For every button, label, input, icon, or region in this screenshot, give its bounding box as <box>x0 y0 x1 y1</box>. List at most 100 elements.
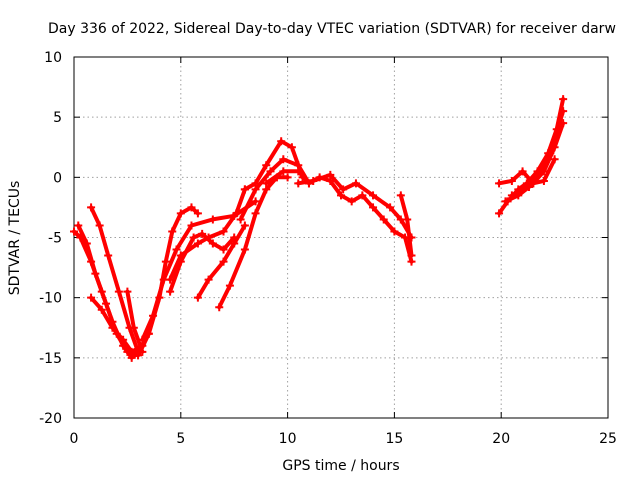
data-point-marker <box>91 269 100 278</box>
y-tick-label: 5 <box>53 110 62 126</box>
data-point-marker <box>176 257 185 266</box>
x-tick-label: 0 <box>70 431 79 447</box>
data-point-marker <box>187 221 196 230</box>
data-point-marker <box>251 185 260 194</box>
data-point-marker <box>230 239 239 248</box>
data-point-marker <box>129 323 138 332</box>
data-point-marker <box>294 179 303 188</box>
data-point-marker <box>108 323 117 332</box>
data-point-marker <box>204 275 213 284</box>
grid-lines <box>74 57 608 418</box>
series-line <box>140 199 258 342</box>
data-point-marker <box>559 95 568 104</box>
data-point-marker <box>518 167 527 176</box>
data-point-marker <box>251 197 260 206</box>
data-point-marker <box>193 239 202 248</box>
data-point-marker <box>539 167 548 176</box>
data-point-marker <box>262 161 271 170</box>
data-point-marker <box>251 209 260 218</box>
data-point-marker <box>166 287 175 296</box>
data-point-marker <box>193 293 202 302</box>
data-point-marker <box>114 287 123 296</box>
data-point-marker <box>386 203 395 212</box>
chart-title: Day 336 of 2022, Sidereal Day-to-day VTE… <box>48 21 616 37</box>
series-arc-10 <box>193 221 249 302</box>
data-point-marker <box>369 191 378 200</box>
x-axis-tick-labels: 0 5 10 15 20 25 <box>70 431 617 447</box>
x-tick-label: 25 <box>599 431 617 447</box>
data-point-marker <box>215 303 224 312</box>
data-point-marker <box>176 209 185 218</box>
data-point-marker <box>390 227 399 236</box>
data-point-marker <box>208 215 217 224</box>
data-point-marker <box>266 167 275 176</box>
data-series <box>70 95 568 362</box>
data-point-marker <box>193 209 202 218</box>
x-tick-label: 15 <box>385 431 403 447</box>
data-point-marker <box>529 179 538 188</box>
data-point-marker <box>168 227 177 236</box>
x-tick-label: 5 <box>176 431 185 447</box>
data-point-marker <box>550 155 559 164</box>
y-tick-label: -10 <box>39 291 62 307</box>
series-arc-15 <box>294 170 416 242</box>
y-tick-label: -5 <box>48 231 62 247</box>
data-point-marker <box>369 203 378 212</box>
data-point-marker <box>279 155 288 164</box>
data-point-marker <box>232 209 241 218</box>
data-point-marker <box>326 170 335 179</box>
data-point-marker <box>495 179 504 188</box>
data-point-marker <box>279 167 288 176</box>
data-point-marker <box>240 221 249 230</box>
data-point-marker <box>87 293 96 302</box>
data-point-marker <box>501 197 510 206</box>
data-point-marker <box>208 239 217 248</box>
data-point-marker <box>236 215 245 224</box>
data-point-marker <box>102 299 111 308</box>
data-point-marker <box>277 137 286 146</box>
data-point-marker <box>161 257 170 266</box>
x-tick-label: 10 <box>279 431 297 447</box>
y-tick-label: 10 <box>44 50 62 66</box>
data-point-marker <box>119 335 128 344</box>
data-point-marker <box>134 347 143 356</box>
data-point-marker <box>97 305 106 314</box>
data-point-marker <box>82 239 91 248</box>
data-point-marker <box>187 203 196 212</box>
data-point-marker <box>95 221 104 230</box>
y-tick-label: 0 <box>53 170 62 186</box>
data-point-marker <box>379 215 388 224</box>
data-point-marker <box>347 197 356 206</box>
data-point-marker <box>104 251 113 260</box>
data-point-marker <box>262 179 271 188</box>
data-point-marker <box>358 191 367 200</box>
data-point-marker <box>198 229 207 238</box>
data-point-marker <box>507 176 516 185</box>
data-point-marker <box>149 311 158 320</box>
data-point-marker <box>403 215 412 224</box>
data-point-marker <box>240 185 249 194</box>
series-line <box>509 121 566 198</box>
series-arc-4 <box>87 293 147 356</box>
data-point-marker <box>138 335 147 344</box>
data-point-marker <box>309 176 318 185</box>
data-point-marker <box>283 173 292 182</box>
data-point-marker <box>495 209 504 218</box>
series-arc-9 <box>166 229 239 296</box>
series-line <box>238 157 311 222</box>
data-point-marker <box>74 221 83 230</box>
y-axis-tick-labels: -20 -15 -10 -5 0 5 10 <box>39 50 62 427</box>
series-line <box>89 295 145 354</box>
data-point-marker <box>219 257 228 266</box>
data-point-marker <box>240 245 249 254</box>
x-tick-label: 20 <box>492 431 510 447</box>
data-point-marker <box>351 179 360 188</box>
series-line <box>264 169 414 264</box>
data-point-marker <box>294 167 303 176</box>
x-axis-label: GPS time / hours <box>282 458 399 474</box>
data-point-marker <box>396 191 405 200</box>
data-point-marker <box>123 287 132 296</box>
data-point-marker <box>559 107 568 116</box>
data-point-marker <box>407 251 416 260</box>
